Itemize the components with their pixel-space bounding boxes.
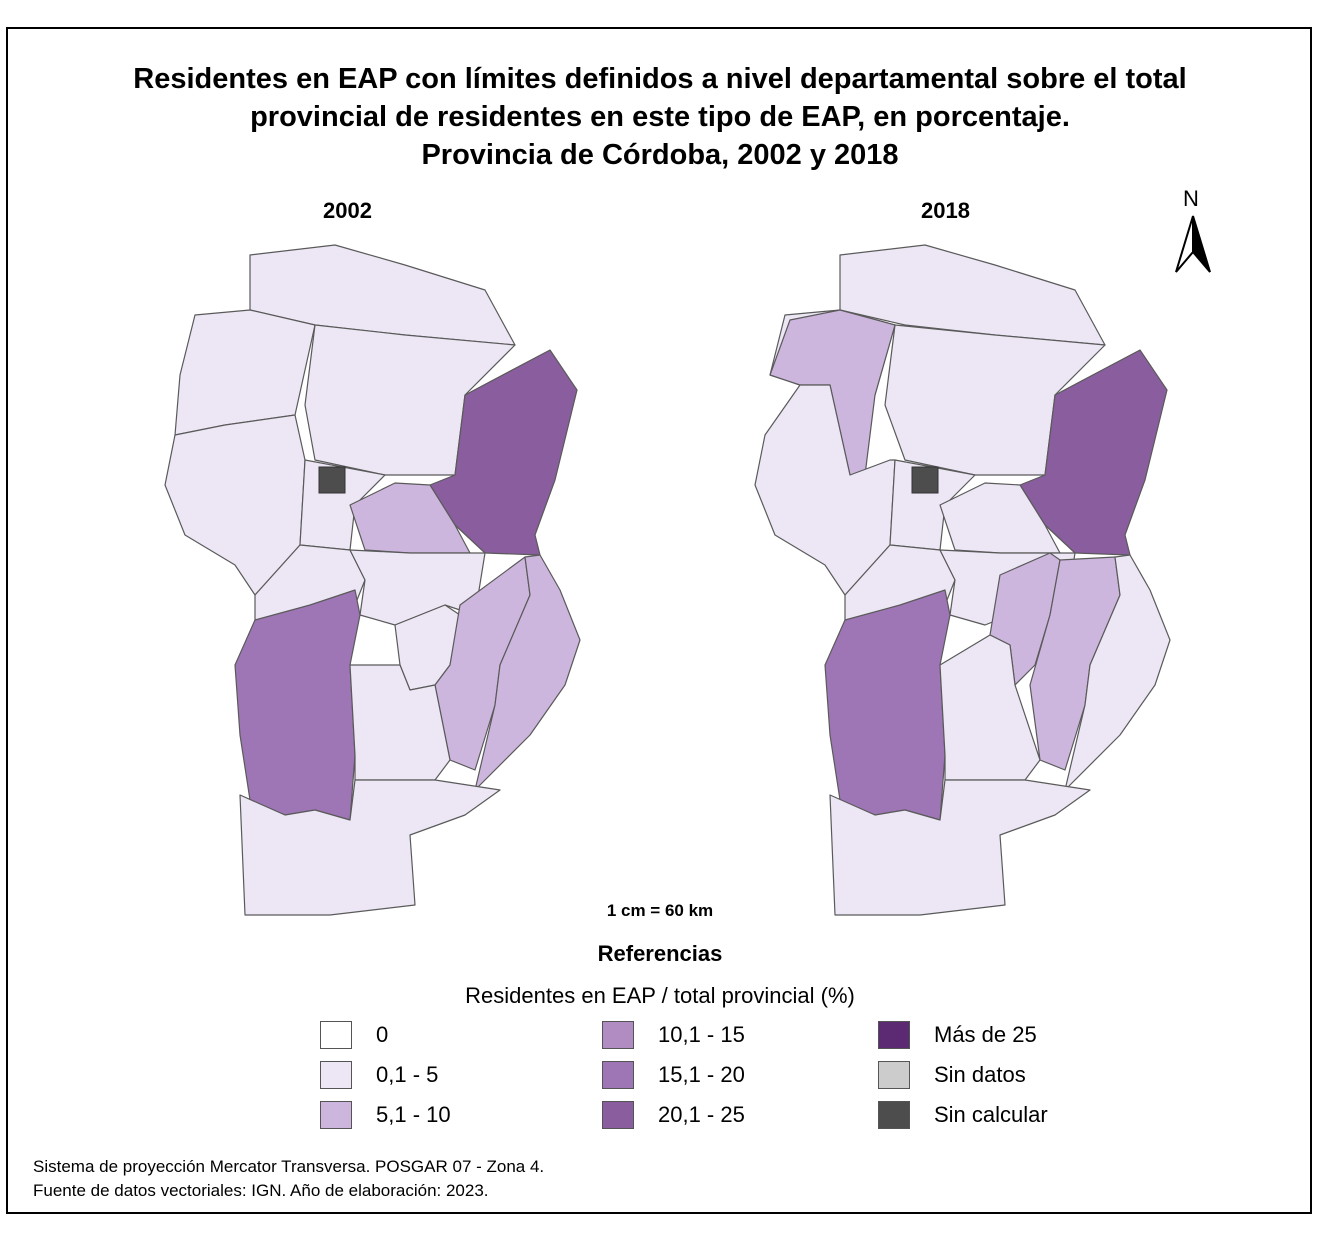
legend-swatch-4: [602, 1061, 634, 1089]
legend-swatch-2: [320, 1101, 352, 1129]
region-central-west: [889, 459, 976, 551]
legend-swatch-8: [878, 1101, 910, 1129]
year-label-2002: 2002: [323, 198, 372, 223]
region-rio-primero: [939, 482, 1061, 554]
legend-item-0: 0: [320, 1020, 388, 1050]
legend-swatch-3: [602, 1021, 634, 1049]
legend-label-2: 5,1 - 10: [376, 1102, 451, 1127]
legend-label-0: 0: [376, 1022, 389, 1047]
title-line-3: Provincia de Córdoba, 2002 y 2018: [421, 139, 899, 171]
title-line-1: Residentes en EAP con límites definidos …: [133, 63, 1187, 95]
region-general-roca: [239, 779, 501, 916]
region-marcos-juarez: [1064, 554, 1171, 791]
region-south-central: [939, 634, 1041, 781]
north-arrow-icon: [1175, 215, 1211, 273]
footer-notes: Sistema de proyección Mercator Transvers…: [33, 1155, 544, 1203]
legend-item-1: 0,1 - 5: [320, 1060, 438, 1090]
legend-title: Referencias: [597, 941, 723, 966]
legend-item-8: Sin calcular: [878, 1100, 1048, 1130]
region-rio-cuarto: [234, 589, 361, 821]
legend-item-3: 10,1 - 15: [602, 1020, 745, 1050]
legend-label-3: 10,1 - 15: [658, 1022, 745, 1047]
north-label: N: [1183, 186, 1199, 211]
legend-item-7: Sin datos: [878, 1060, 1026, 1090]
legend-subtitle: Residentes en EAP / total provincial (%): [465, 983, 855, 1008]
legend-label-6: Más de 25: [934, 1022, 1037, 1047]
region-rio-cuarto: [824, 589, 951, 821]
legend-label-4: 15,1 - 20: [658, 1062, 745, 1087]
footer-source: Fuente de datos vectoriales: IGN. Año de…: [33, 1181, 489, 1200]
capital-square: [911, 466, 939, 494]
footer-projection: Sistema de proyección Mercator Transvers…: [33, 1157, 545, 1176]
legend-item-5: 20,1 - 25: [602, 1100, 745, 1130]
province-map-2002: [164, 244, 581, 916]
legend-label-5: 20,1 - 25: [658, 1102, 745, 1127]
province-map-2018: [754, 244, 1171, 916]
region-south-central: [349, 664, 451, 781]
legend-swatch-0: [320, 1021, 352, 1049]
region-marcos-juarez: [474, 554, 581, 791]
legend-swatch-5: [602, 1101, 634, 1129]
map-title: Residentes en EAP con límites definidos …: [0, 60, 1320, 174]
legend-label-1: 0,1 - 5: [376, 1062, 439, 1087]
region-rio-primero: [349, 482, 471, 554]
capital-square: [318, 466, 346, 494]
title-line-2: provincial de residentes en este tipo de…: [250, 101, 1070, 133]
scale-text: 1 cm = 60 km: [606, 901, 714, 920]
legend-item-4: 15,1 - 20: [602, 1060, 745, 1090]
year-label-2018: 2018: [921, 198, 970, 223]
legend-label-8: Sin calcular: [934, 1102, 1048, 1127]
region-general-roca: [829, 779, 1091, 916]
legend-swatch-1: [320, 1061, 352, 1089]
legend-swatch-7: [878, 1061, 910, 1089]
legend-label-7: Sin datos: [934, 1062, 1026, 1087]
legend-item-2: 5,1 - 10: [320, 1100, 451, 1130]
legend-swatch-6: [878, 1021, 910, 1049]
legend-item-6: Más de 25: [878, 1020, 1037, 1050]
map-frame: [6, 27, 1312, 1214]
